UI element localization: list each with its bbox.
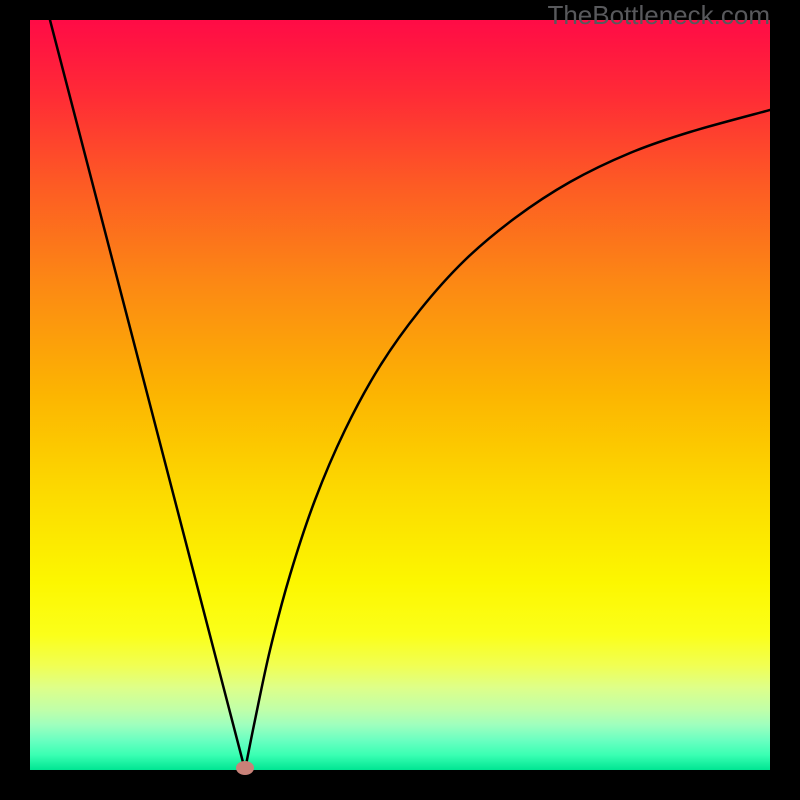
watermark-text: TheBottleneck.com (547, 0, 770, 31)
curve-path (50, 20, 770, 770)
vertex-marker (236, 761, 254, 775)
bottleneck-curve (30, 20, 770, 770)
plot-area (30, 20, 770, 770)
chart-container: TheBottleneck.com (0, 0, 800, 800)
